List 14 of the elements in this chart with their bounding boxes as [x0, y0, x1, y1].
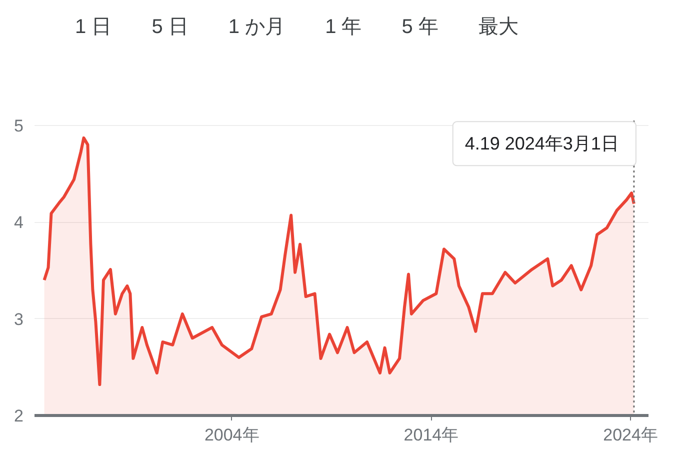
- x-tick-label: 2014年: [404, 426, 459, 444]
- y-tick-label: 2: [14, 406, 24, 426]
- y-tick-label: 4: [14, 213, 24, 232]
- text: 5 年: [402, 15, 438, 40]
- y-tick-label: 5: [14, 116, 24, 136]
- text: 1 か月: [228, 15, 286, 40]
- annotation: 4.19 2024年3月1日: [464, 134, 619, 154]
- x-tick-label: 2004年: [204, 426, 260, 444]
- text: 1 年: [325, 15, 362, 40]
- x-tick-label: 2024年: [603, 426, 658, 444]
- text: 5 日: [152, 15, 188, 40]
- y-tick-label: 3: [14, 310, 24, 329]
- text: 最大: [478, 15, 518, 40]
- text: 1 日: [75, 15, 112, 40]
